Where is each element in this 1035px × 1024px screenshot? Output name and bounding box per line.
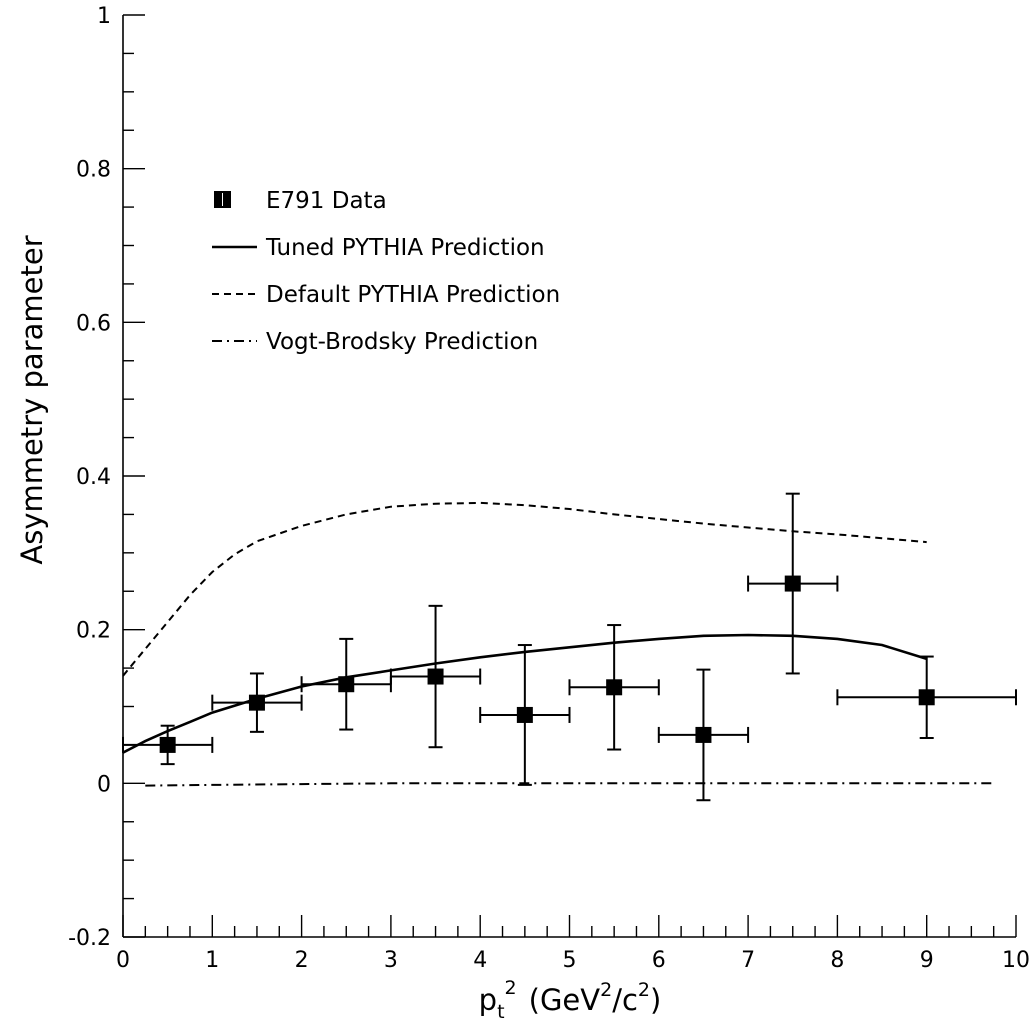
data-point: [389, 604, 482, 749]
square-marker: [427, 668, 444, 685]
x-tick-label: 10: [1002, 948, 1030, 973]
y-tick-label: 1: [97, 4, 111, 29]
y-tick-label: 0.4: [76, 465, 111, 490]
legend-label: Default PYTHIA Prediction: [266, 282, 560, 308]
square-marker: [606, 679, 623, 696]
legend-item: E791 Data: [214, 188, 387, 214]
legend-label: Tuned PYTHIA Prediction: [265, 235, 545, 261]
y-tick-label: 0.8: [76, 158, 111, 183]
data-point: [300, 637, 392, 731]
square-marker: [918, 689, 935, 706]
x-tick-label: 6: [652, 948, 666, 973]
legend-item: Vogt-Brodsky Prediction: [212, 329, 538, 355]
x-tick-label: 3: [384, 948, 398, 973]
x-label-unit-mid: /c: [612, 983, 638, 1017]
data-point: [122, 724, 214, 766]
square-marker: [695, 726, 712, 743]
data-point: [479, 644, 571, 786]
data-point: [211, 672, 303, 733]
x-label-sup: 2: [505, 977, 517, 999]
legend-item: Tuned PYTHIA Prediction: [212, 235, 545, 261]
curve-solid: [122, 633, 928, 754]
y-axis-label: Asymmetry parameter: [15, 235, 49, 564]
data-point: [747, 492, 839, 675]
x-label-unit-open: (GeV: [529, 983, 601, 1017]
y-tick-label: 0.6: [76, 311, 111, 336]
square-marker: [248, 694, 265, 711]
x-tick-label: 8: [830, 948, 844, 973]
x-label-unit-sup1: 2: [600, 979, 612, 1001]
x-tick-label: 9: [920, 948, 934, 973]
x-tick-label: 0: [116, 948, 130, 973]
y-tick-label: 0: [97, 772, 111, 797]
legend-label: Vogt-Brodsky Prediction: [266, 329, 538, 355]
x-tick-label: 2: [295, 948, 309, 973]
plot-axes: -0.200.20.40.60.810 1 2 3 4 5 6 7 8 9 10: [68, 4, 1030, 973]
legend-label: E791 Data: [266, 188, 387, 214]
curve-dashed: [122, 501, 927, 677]
x-axis-label: pt2 (GeV2/c2): [479, 977, 662, 1023]
data-point: [657, 668, 750, 802]
x-label-sub: t: [497, 1001, 504, 1023]
y-tick-label: -0.2: [68, 926, 111, 951]
y-tick-label: 0.2: [76, 619, 111, 644]
data-point: [568, 624, 660, 751]
x-label-unit-close: ): [650, 983, 661, 1017]
x-tick-label: 5: [563, 948, 577, 973]
x-tick-label: 1: [205, 948, 219, 973]
x-tick-label: 4: [473, 948, 487, 973]
x-tick-label: 7: [741, 948, 755, 973]
square-marker: [338, 676, 355, 693]
square-marker: [159, 736, 176, 753]
x-label-base: p: [479, 983, 497, 1017]
legend: E791 Data Tuned PYTHIA Prediction Default …: [212, 188, 560, 355]
data-points: [122, 492, 1017, 802]
legend-item: Default PYTHIA Prediction: [212, 282, 560, 308]
prediction-curves: [122, 501, 994, 787]
data-point: [836, 655, 1017, 740]
square-marker: [516, 706, 533, 723]
x-label-unit-sup2: 2: [638, 979, 650, 1001]
curve-dash-dot: [145, 782, 994, 787]
square-marker: [784, 575, 801, 592]
